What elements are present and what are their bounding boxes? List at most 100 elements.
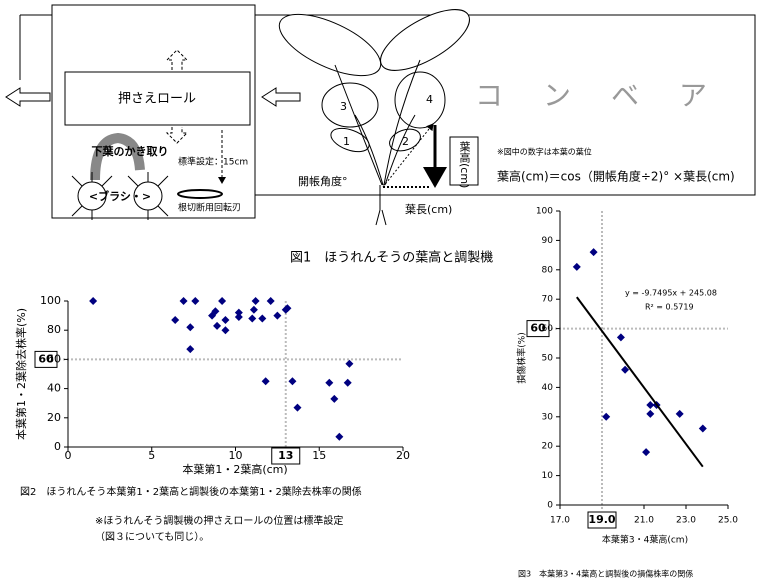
note-line: ※ほうれんそう調製機の押さえロールの位置は標準設定	[95, 514, 343, 527]
point	[325, 378, 334, 387]
y-tick-label: 30	[542, 412, 554, 422]
point	[330, 394, 339, 403]
point	[698, 424, 707, 433]
point	[218, 297, 227, 305]
leaf-vector	[382, 123, 434, 188]
point	[675, 409, 684, 418]
x-tick-label: 0	[65, 449, 72, 462]
formula: 葉高(cm)＝cos（開帳角度÷2)° ×葉長(cm)	[497, 169, 735, 184]
point	[343, 378, 352, 387]
reference-label: 60	[530, 322, 546, 335]
figure1: 押さえロール 下葉のかき取り <ブラシ・> 標準設定：15cm 根切断用回転刃 …	[5, 4, 756, 266]
point	[589, 248, 598, 257]
length-label: 葉長(cm)	[405, 202, 452, 216]
x-tick-label: 10	[229, 449, 243, 462]
roll-up-arrow	[165, 49, 189, 70]
in-arrow	[261, 87, 301, 107]
point	[642, 448, 651, 457]
leaf-number: 4	[426, 93, 433, 106]
leaf-number: 2	[402, 135, 409, 148]
y-tick-label: 100	[536, 207, 553, 217]
point	[211, 307, 220, 316]
leaf-number: 1	[343, 135, 350, 148]
x-tick-label: 17.0	[550, 516, 570, 526]
conveyor-frame	[19, 14, 756, 196]
out-arrow	[5, 87, 51, 107]
leaf-number: 3	[340, 100, 347, 113]
point	[602, 412, 611, 421]
point	[261, 377, 270, 386]
x-tick-label: 15	[312, 449, 326, 462]
figure1-caption: 図1 ほうれんそうの葉高と調製機	[290, 250, 493, 266]
x-tick-label: 20	[396, 449, 410, 462]
chart-caption: 図3 本葉第3・4葉高と調製後の損傷株率の関係	[518, 569, 693, 579]
point	[221, 315, 230, 324]
point	[248, 314, 257, 323]
reference-box	[271, 447, 301, 465]
point	[288, 377, 297, 386]
x-tick-label: 5	[148, 449, 155, 462]
blade	[177, 189, 223, 199]
chart-caption: 図2 ほうれんそう本葉第1・2葉高と調製後の本葉第1・2葉除去株率の関係	[20, 485, 362, 498]
plant	[278, 9, 470, 226]
angle-label: 開帳角度°	[298, 174, 348, 188]
blade-label: 根切断用回転刃	[178, 202, 241, 214]
x-axis-title: 本葉第3・4葉高(cm)	[602, 534, 688, 546]
point	[646, 401, 655, 410]
y-tick-label: 70	[542, 295, 554, 305]
point	[186, 323, 195, 332]
brush	[71, 172, 169, 220]
point	[273, 311, 282, 320]
chart: 60 13 0 20 40 60 80 100 0 5 10 15 20 本葉第1・2葉高(cm) 本葉第1…	[14, 294, 410, 498]
point	[251, 297, 260, 305]
point	[234, 313, 243, 322]
reference-box	[526, 320, 550, 338]
y-tick-label: 50	[542, 354, 554, 364]
point	[258, 314, 267, 323]
point	[266, 297, 275, 305]
y-tick-label: 20	[542, 442, 554, 452]
roll-down-arrow	[165, 127, 189, 144]
y-tick-label: 80	[542, 265, 554, 275]
point	[335, 432, 344, 441]
lower-leaf-label: 下葉のかき取り	[92, 144, 169, 158]
point	[191, 297, 200, 305]
point	[249, 305, 258, 314]
point	[179, 297, 188, 305]
point	[572, 262, 581, 271]
point	[621, 365, 630, 374]
note-line: （図３についても同じ）。	[95, 531, 209, 543]
point	[186, 345, 195, 354]
y-tick-label: 80	[47, 323, 61, 336]
reference-box	[34, 350, 58, 368]
y-tick-label: 100	[40, 294, 61, 307]
y-tick-label: 90	[542, 236, 554, 246]
trend-equation: y = -9.7495x + 245.08	[625, 289, 717, 298]
roll-label: 押さえロール	[118, 92, 196, 107]
point	[213, 321, 222, 330]
y-tick-label: 40	[47, 382, 61, 395]
x-tick-label: 23.0	[676, 516, 696, 526]
height-box	[449, 136, 479, 186]
reference-label: 13	[278, 449, 293, 462]
y-tick-label: 20	[47, 411, 61, 424]
lower-leaf-arrow	[90, 132, 145, 181]
x-tick-label: 25.0	[718, 516, 738, 526]
reference-label: 60	[38, 352, 54, 365]
y-axis-title: 損傷株率(%)	[516, 332, 528, 384]
y-tick-label: 0	[54, 440, 61, 453]
point	[646, 409, 655, 418]
y-tick-label: 0	[547, 501, 553, 511]
point	[89, 297, 98, 305]
point	[293, 403, 302, 412]
reference-label: 19.0	[588, 513, 615, 526]
standard-label: 標準設定：15cm	[178, 156, 248, 168]
brush-label: <ブラシ・>	[89, 189, 151, 203]
point	[234, 308, 243, 317]
y-tick-label: 60	[47, 352, 61, 365]
note: ※図中の数字は本葉の葉位	[497, 147, 592, 157]
chart: 60 19.0 0 10 20 30 40 50 60 70 80 90 100 17.0 21.0 23.0…	[516, 207, 739, 579]
roll-box	[64, 71, 251, 126]
trendline	[575, 296, 704, 468]
